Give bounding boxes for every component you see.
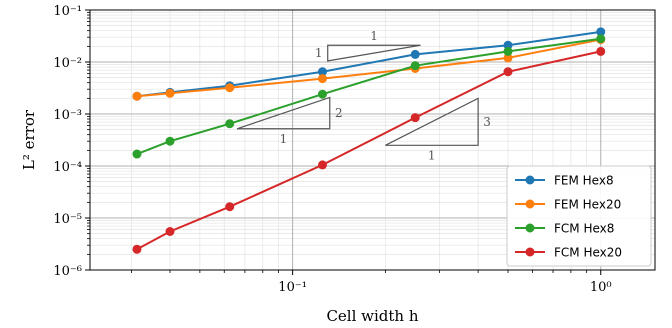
legend-box [506, 165, 652, 267]
slope-triangle [236, 96, 331, 130]
y-tick-label: 10⁻³ [53, 108, 82, 123]
data-point [317, 67, 327, 77]
data-point [225, 119, 235, 129]
x-tick-label: 10⁻¹ [278, 280, 307, 295]
data-point [165, 227, 175, 237]
slope-run-label: 1 [428, 148, 436, 162]
tick-labels: 10⁻¹ 10⁰ 10⁻¹ 10⁻² 10⁻³ 10⁻⁴ 10⁻⁵ 10⁻⁶ [53, 4, 611, 295]
series-line [136, 30, 601, 98]
data-point [165, 88, 175, 98]
slope-triangles: 1 1 1 2 1 3 [236, 29, 491, 162]
data-series [132, 27, 606, 254]
x-tick-label: 10⁰ [590, 280, 612, 295]
slope-triangle [385, 97, 479, 146]
data-point [317, 74, 327, 84]
data-point [410, 49, 420, 59]
plot-frame [89, 9, 656, 271]
slope-run-label: 1 [370, 29, 378, 43]
y-tick-label: 10⁻⁶ [53, 264, 82, 279]
y-axis-label: L² error [20, 109, 38, 170]
data-point [503, 46, 513, 56]
data-point [132, 244, 142, 254]
legend-label: FCM Hex8 [554, 222, 614, 236]
legend-label: FEM Hex20 [554, 198, 621, 212]
data-point [132, 91, 142, 101]
data-point [225, 83, 235, 93]
data-point [503, 53, 513, 63]
legend-swatch-marker [525, 223, 535, 233]
data-point [596, 34, 606, 44]
legend-label: FCM Hex20 [554, 246, 622, 260]
legend-swatch-marker [525, 247, 535, 257]
data-point [596, 46, 606, 56]
series-line [136, 37, 601, 155]
legend-swatch-marker [525, 175, 535, 185]
data-point [503, 67, 513, 77]
data-point [410, 61, 420, 71]
x-axis-label: Cell width h [326, 307, 418, 325]
slope-rise-label: 3 [483, 115, 491, 129]
legend: FEM Hex8 FEM Hex20 FCM Hex8 FCM Hex20 [506, 165, 652, 267]
slope-rise-label: 1 [315, 46, 323, 60]
y-tick-label: 10⁻⁴ [53, 160, 82, 175]
data-point [317, 89, 327, 99]
data-point [596, 27, 606, 37]
data-point [317, 160, 327, 170]
y-tick-label: 10⁻⁵ [53, 212, 82, 227]
y-tick-label: 10⁻¹ [53, 4, 82, 19]
y-tick-label: 10⁻² [53, 56, 82, 71]
data-point [165, 136, 175, 146]
axis-ticks [85, 9, 602, 275]
slope-rise-label: 2 [335, 106, 343, 120]
data-point [410, 113, 420, 123]
legend-swatch-marker [525, 199, 535, 209]
legend-label: FEM Hex8 [554, 174, 614, 188]
data-point [132, 149, 142, 159]
slope-run-label: 1 [280, 132, 288, 146]
slope-triangle [327, 44, 421, 62]
data-point [225, 202, 235, 212]
